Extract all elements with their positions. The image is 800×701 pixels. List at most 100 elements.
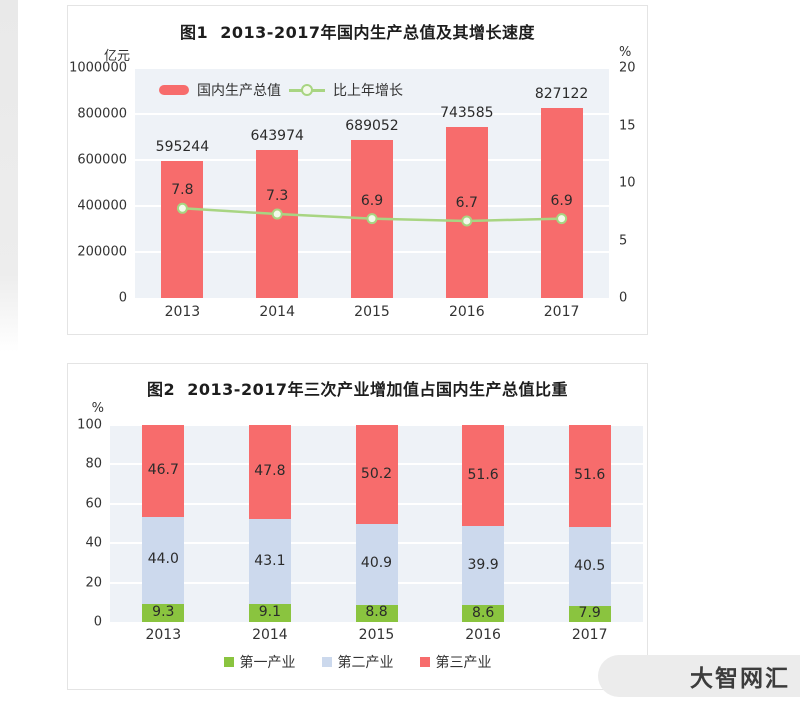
legend-swatch [321, 657, 332, 667]
gdp-bar-2017 [540, 107, 583, 298]
legend-item-第二产业: 第二产业 [321, 652, 394, 672]
growth-line [176, 202, 568, 227]
stack-seg-label: 43.1 [254, 552, 286, 569]
growth-value-label: 6.7 [455, 194, 478, 211]
stack-seg-label: 51.6 [574, 466, 606, 483]
gdp-value-label: 643974 [250, 127, 304, 144]
axis-tick-label: 40 [85, 535, 102, 551]
stack-seg-label: 8.8 [365, 604, 388, 621]
x-axis-year-label: 2017 [571, 627, 608, 643]
growth-point [556, 213, 568, 225]
page-edge-strip [0, 0, 18, 352]
x-axis-year-label: 2017 [543, 304, 580, 320]
axis-tick-label: 200000 [77, 244, 127, 260]
legend-growth-marker [301, 84, 313, 96]
axis-tick-label: 60 [85, 496, 102, 512]
x-axis-year-label: 2014 [259, 304, 296, 320]
stack-seg-label: 40.9 [360, 555, 393, 572]
stack-seg-label: 51.6 [467, 466, 499, 483]
gdp-value-label: 689052 [345, 117, 399, 134]
axis-tick-label: 600000 [77, 152, 127, 168]
x-axis-year-label: 2016 [448, 304, 485, 320]
watermark-badge: 大智网汇 [598, 655, 800, 697]
axis-tick-label: 100 [77, 417, 102, 433]
axis-tick-label: 15 [619, 118, 636, 133]
axis-tick-label: 10 [619, 175, 636, 191]
axis-tick-label: 0 [93, 614, 102, 630]
stack-seg-label: 39.9 [467, 556, 499, 573]
growth-point [461, 215, 473, 227]
gdp-bar-2014 [256, 149, 299, 298]
stack-seg-2017 [568, 526, 611, 607]
growth-point [366, 213, 378, 225]
growth-point [271, 208, 283, 220]
legend-item-第三产业: 第三产业 [419, 652, 492, 672]
stack-seg-2014 [248, 519, 291, 605]
chart1-right-axis-unit: % [619, 45, 632, 60]
watermark-text: 大智网汇 [690, 666, 790, 692]
stack-seg-label: 8.6 [471, 604, 495, 621]
stack-seg-2016 [462, 526, 505, 606]
x-axis-year-label: 2016 [465, 627, 501, 643]
stack-seg-label: 9.1 [258, 604, 282, 621]
stack-seg-2015 [355, 524, 398, 605]
stack-seg-2017 [568, 425, 611, 527]
axis-tick-label: 20 [85, 575, 102, 591]
growth-point [176, 202, 188, 214]
stack-seg-label: 7.9 [578, 605, 601, 622]
axis-tick-label: 0 [619, 290, 628, 306]
x-axis-year-label: 2015 [358, 627, 395, 643]
stack-seg-label: 9.3 [152, 603, 175, 620]
stack-seg-2013 [142, 425, 185, 517]
gridline [135, 113, 609, 115]
stack-seg-2013 [142, 603, 185, 622]
stack-seg-label: 50.2 [360, 465, 393, 482]
stack-seg-2017 [568, 606, 611, 622]
x-axis-year-label: 2013 [145, 627, 182, 643]
stack-seg-label: 40.5 [574, 557, 606, 574]
stack-seg-label: 46.7 [147, 461, 179, 478]
legend-label: 第一产业 [239, 655, 296, 671]
x-axis-year-label: 2013 [164, 304, 201, 320]
chart2-plot-area: 9.3 44.0 46.7 9.1 43.1 47.8 8.8 40.9 50.2 8.6 39.9… [110, 424, 643, 622]
stack-seg-2014 [248, 425, 291, 520]
legend-item-第一产业: 第一产业 [223, 652, 296, 672]
growth-value-label: 7.8 [171, 182, 194, 199]
growth-value-label: 6.9 [360, 192, 384, 209]
gridline [110, 424, 643, 426]
legend-growth-swatch [289, 84, 325, 96]
stack-seg-label: 47.8 [254, 463, 286, 480]
axis-tick-label: 0 [118, 290, 127, 306]
chart1-left-axis-unit: 亿元 [103, 49, 130, 64]
gdp-value-label: 827122 [534, 85, 589, 102]
axis-tick-label: 80 [85, 456, 102, 472]
legend-swatch [419, 657, 430, 667]
chart1-legend: 国内生产总值 比上年增长 [159, 80, 403, 100]
legend-gdp-label: 国内生产总值 [197, 83, 281, 99]
gdp-value-label: 743585 [440, 104, 494, 121]
stack-seg-label: 44.0 [147, 551, 179, 568]
gdp-value-label: 595244 [155, 139, 210, 156]
axis-tick-label: 1000000 [69, 60, 127, 76]
axis-tick-label: 20 [619, 60, 636, 76]
legend-label: 第二产业 [337, 655, 394, 671]
stack-seg-2016 [462, 424, 505, 527]
chart1-title: 图1 2013-2017年国内生产总值及其增长速度 [180, 23, 535, 42]
chart1-card: 图1 2013-2017年国内生产总值及其增长速度 亿元 % 7.8 7.3 6.9… [67, 5, 648, 335]
legend-growth-label: 比上年增长 [333, 83, 403, 99]
chart2-legend: 第一产业 第二产业 第三产业 [68, 652, 647, 672]
stack-seg-2013 [142, 516, 185, 604]
legend-label: 第三产业 [435, 655, 492, 671]
x-axis-year-label: 2015 [354, 304, 390, 320]
growth-value-label: 7.3 [266, 188, 289, 205]
axis-tick-label: 5 [619, 233, 628, 248]
chart2-card: 图2 2013-2017年三次产业增加值占国内生产总值比重 % 9.3 44.0 4… [67, 363, 648, 690]
growth-value-label: 6.9 [550, 192, 573, 209]
legend-gdp-swatch [159, 85, 189, 95]
chart2-title: 图2 2013-2017年三次产业增加值占国内生产总值比重 [147, 380, 568, 399]
gridline [135, 67, 609, 69]
gdp-bar-2016 [445, 126, 488, 298]
axis-tick-label: 400000 [77, 198, 127, 214]
x-axis-year-label: 2014 [252, 627, 288, 643]
stack-seg-2014 [248, 604, 291, 622]
